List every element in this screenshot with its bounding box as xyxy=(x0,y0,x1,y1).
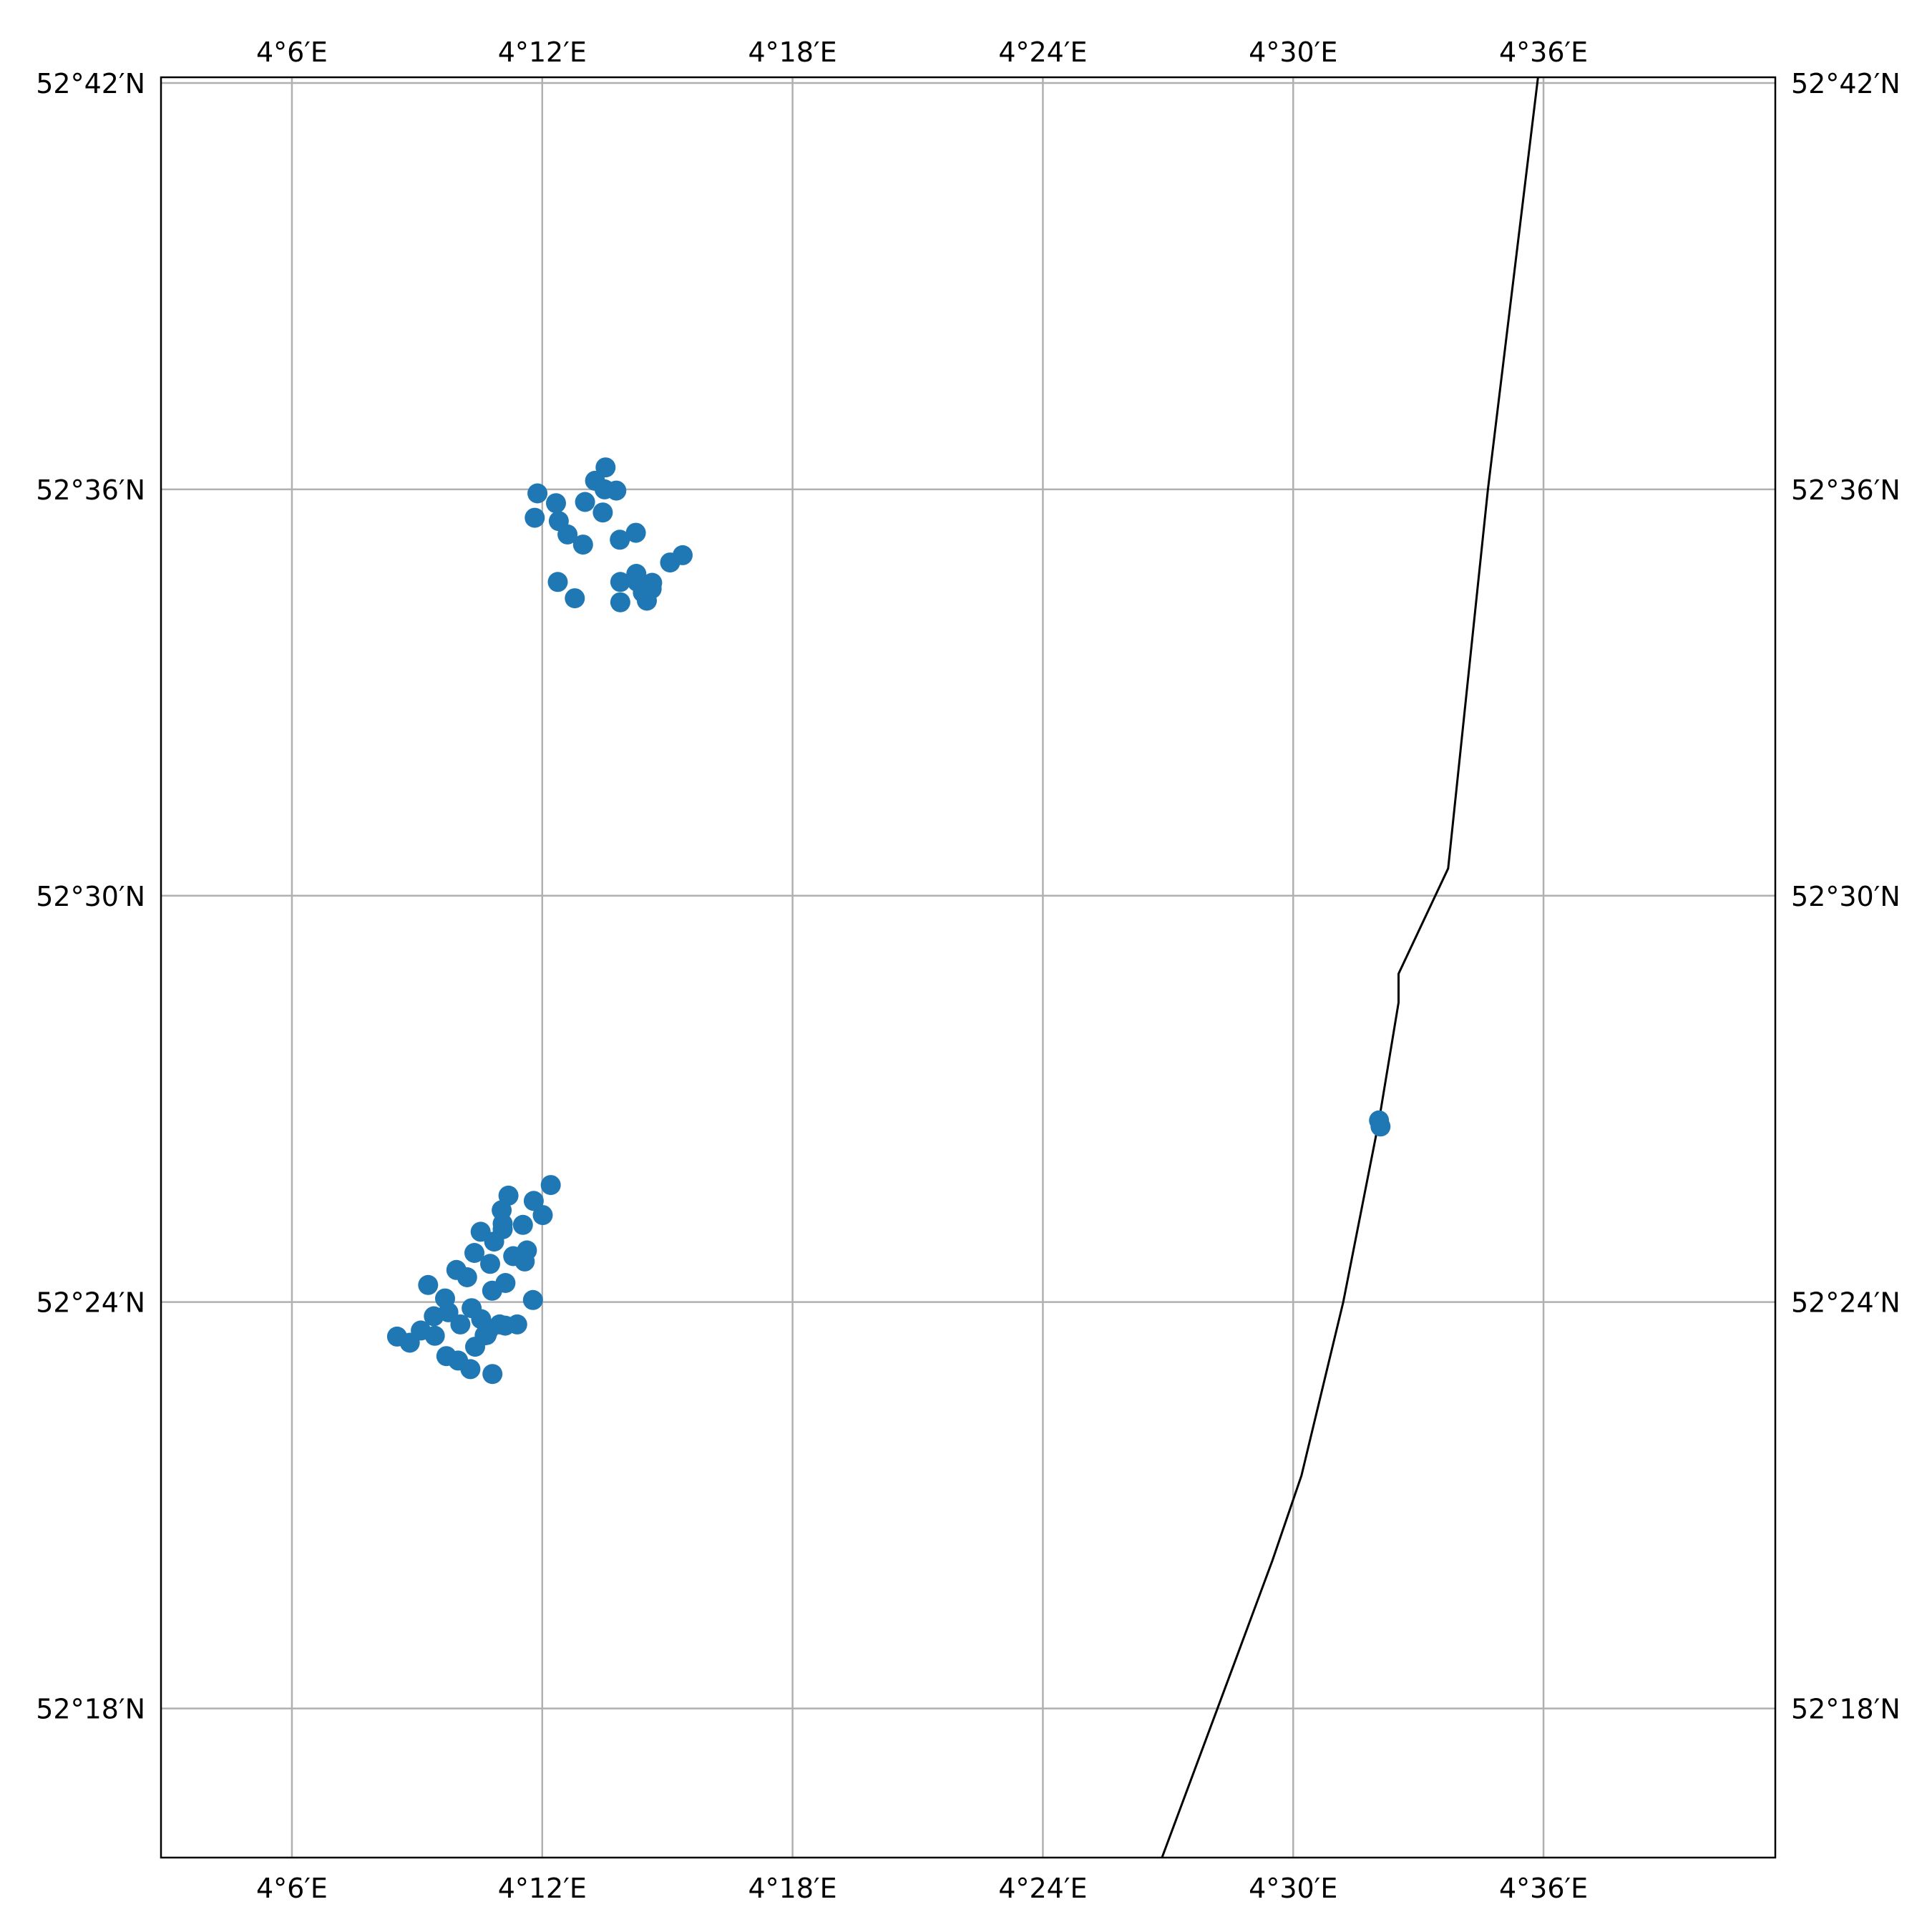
location-marker xyxy=(482,1364,503,1385)
lat-tick-label-left: 52°18′N xyxy=(36,1694,145,1725)
lat-tick-label-right: 52°18′N xyxy=(1791,1694,1901,1725)
location-marker xyxy=(606,480,627,501)
location-marker xyxy=(470,1221,491,1242)
location-marker xyxy=(424,1306,444,1327)
location-marker xyxy=(514,1251,535,1272)
lat-tick-label-left: 52°42′N xyxy=(36,68,145,99)
lat-tick-label-left: 52°30′N xyxy=(36,881,145,912)
location-marker xyxy=(507,1314,527,1335)
lon-tick-label-bottom: 4°36′E xyxy=(1499,1873,1588,1904)
location-marker xyxy=(525,507,545,528)
location-marker xyxy=(626,564,647,584)
location-marker xyxy=(386,1326,407,1347)
coastline xyxy=(1161,77,1539,1858)
map-frame xyxy=(160,76,1777,1859)
lon-tick-label-bottom: 4°30′E xyxy=(1249,1873,1337,1904)
location-marker xyxy=(1370,1116,1391,1137)
location-marker xyxy=(633,582,653,603)
location-marker xyxy=(625,522,646,543)
lon-tick-label-top: 4°6′E xyxy=(256,36,328,68)
location-marker xyxy=(482,1280,502,1301)
lon-tick-label-top: 4°12′E xyxy=(498,36,587,68)
location-marker xyxy=(595,457,616,478)
location-marker xyxy=(460,1359,481,1380)
lon-tick-label-bottom: 4°24′E xyxy=(998,1873,1087,1904)
location-marker xyxy=(547,572,568,592)
lon-tick-label-top: 4°36′E xyxy=(1499,36,1588,68)
lat-tick-label-left: 52°24′N xyxy=(36,1287,145,1319)
location-marker xyxy=(540,1175,561,1196)
location-marker xyxy=(450,1314,471,1335)
location-marker xyxy=(480,1254,500,1274)
lat-tick-label-left: 52°36′N xyxy=(36,474,145,506)
location-marker xyxy=(557,524,578,545)
lat-tick-label-right: 52°24′N xyxy=(1791,1287,1901,1319)
lon-tick-label-bottom: 4°12′E xyxy=(498,1873,587,1904)
gridlines xyxy=(161,77,1775,1858)
lon-tick-label-top: 4°30′E xyxy=(1249,36,1337,68)
location-marker xyxy=(446,1259,467,1280)
lon-tick-label-bottom: 4°6′E xyxy=(256,1873,328,1904)
location-marker xyxy=(527,483,548,504)
lat-tick-label-right: 52°30′N xyxy=(1791,881,1901,912)
lon-tick-label-top: 4°18′E xyxy=(748,36,837,68)
location-marker xyxy=(522,1289,543,1310)
location-marker xyxy=(546,493,566,514)
location-marker xyxy=(512,1214,533,1235)
lat-tick-label-right: 52°36′N xyxy=(1791,474,1901,506)
location-marker xyxy=(462,1298,482,1319)
location-marker xyxy=(492,1214,513,1234)
location-marker xyxy=(464,1243,484,1263)
lat-tick-label-right: 52°42′N xyxy=(1791,68,1901,99)
tick-labels: 4°6′E 4°6′E 4°12′E 4°12′E 4°18′E 4°18′E 4°24′E… xyxy=(36,36,1901,1904)
location-marker xyxy=(575,492,595,512)
location-marker xyxy=(474,1325,495,1346)
lon-tick-label-bottom: 4°18′E xyxy=(748,1873,837,1904)
location-marker xyxy=(418,1274,439,1295)
location-marker xyxy=(523,1191,544,1211)
location-marker xyxy=(572,535,593,555)
location-marker xyxy=(610,592,630,613)
coastline-path xyxy=(1161,77,1539,1858)
location-marker xyxy=(610,530,630,550)
lon-tick-label-top: 4°24′E xyxy=(998,36,1087,68)
markers xyxy=(386,457,1391,1385)
location-marker xyxy=(489,1314,510,1335)
location-marker xyxy=(610,572,630,592)
location-marker xyxy=(592,502,613,523)
location-marker xyxy=(673,545,693,565)
location-marker xyxy=(435,1288,455,1309)
location-marker xyxy=(565,588,585,609)
